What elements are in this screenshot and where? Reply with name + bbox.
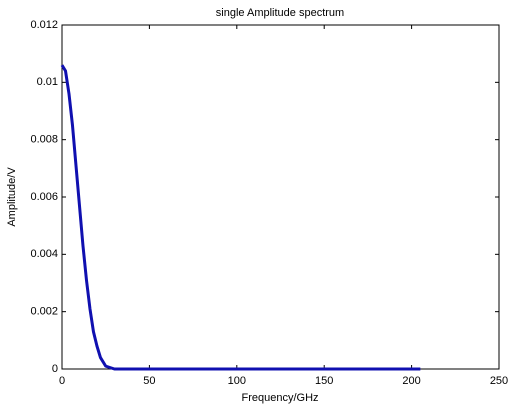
x-tick-label: 150 bbox=[315, 375, 333, 387]
y-tick-label: 0.006 bbox=[30, 191, 58, 203]
x-tick-label: 250 bbox=[490, 375, 508, 387]
y-tick-label: 0.002 bbox=[30, 306, 58, 318]
y-axis-label: Amplitude/V bbox=[6, 167, 18, 227]
x-tick-label: 100 bbox=[228, 375, 246, 387]
x-tick-label: 0 bbox=[59, 375, 65, 387]
y-tick-label: 0.01 bbox=[37, 76, 58, 88]
y-tick-label: 0.012 bbox=[30, 19, 58, 31]
x-axis-label: Frequency/GHz bbox=[241, 392, 318, 404]
y-tick-label: 0 bbox=[52, 363, 58, 375]
chart-title: single Amplitude spectrum bbox=[216, 7, 344, 19]
x-tick-label: 50 bbox=[143, 375, 155, 387]
series-line bbox=[60, 64, 421, 371]
plot-area bbox=[61, 24, 500, 370]
y-tick-label: 0.004 bbox=[30, 248, 58, 260]
x-tick-label: 200 bbox=[402, 375, 420, 387]
y-tick-label: 0.008 bbox=[30, 134, 58, 146]
